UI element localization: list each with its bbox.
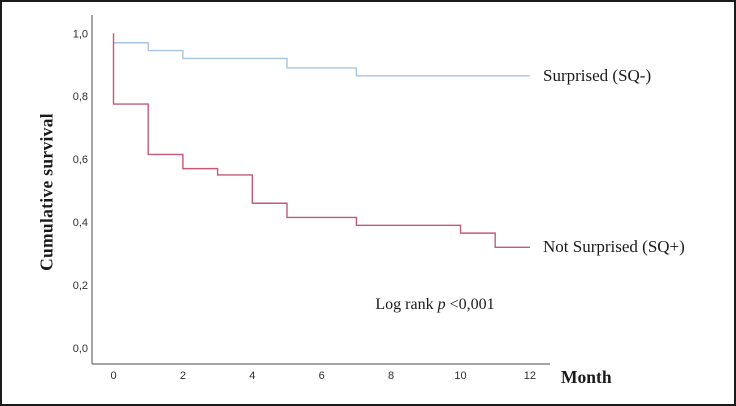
x-tick-label: 8 — [388, 370, 394, 382]
x-tick-label: 10 — [454, 370, 466, 382]
log-rank-value: <0,001 — [449, 296, 495, 313]
x-axis-title: Month — [561, 367, 612, 387]
y-tick-label: 1,0 — [73, 28, 88, 40]
log-rank-annotation: Log rank p <0,001 — [375, 296, 494, 314]
y-tick-label: 0,2 — [73, 280, 88, 292]
y-tick-label: 0,0 — [73, 343, 88, 355]
survival-curve-not-surprised — [112, 33, 530, 248]
x-tick-label: 6 — [319, 370, 325, 382]
log-rank-p-symbol: p — [437, 296, 446, 313]
x-tick-label: 2 — [180, 370, 186, 382]
y-tick-label: 0,6 — [73, 154, 88, 166]
x-tick-label: 0 — [110, 370, 116, 382]
y-tick-label: 0,4 — [73, 217, 88, 229]
x-tick-label: 4 — [249, 370, 255, 382]
y-axis-title: Cumulative survival — [36, 113, 57, 271]
legend-label-not-surprised: Not Surprised (SQ+) — [543, 237, 685, 257]
legend-label-surprised: Surprised (SQ-) — [543, 65, 652, 85]
y-tick-label: 0,8 — [73, 91, 88, 103]
log-rank-text: Log rank — [375, 296, 434, 313]
x-tick-label: 12 — [524, 370, 536, 382]
survival-curve-surprised — [113, 42, 530, 77]
